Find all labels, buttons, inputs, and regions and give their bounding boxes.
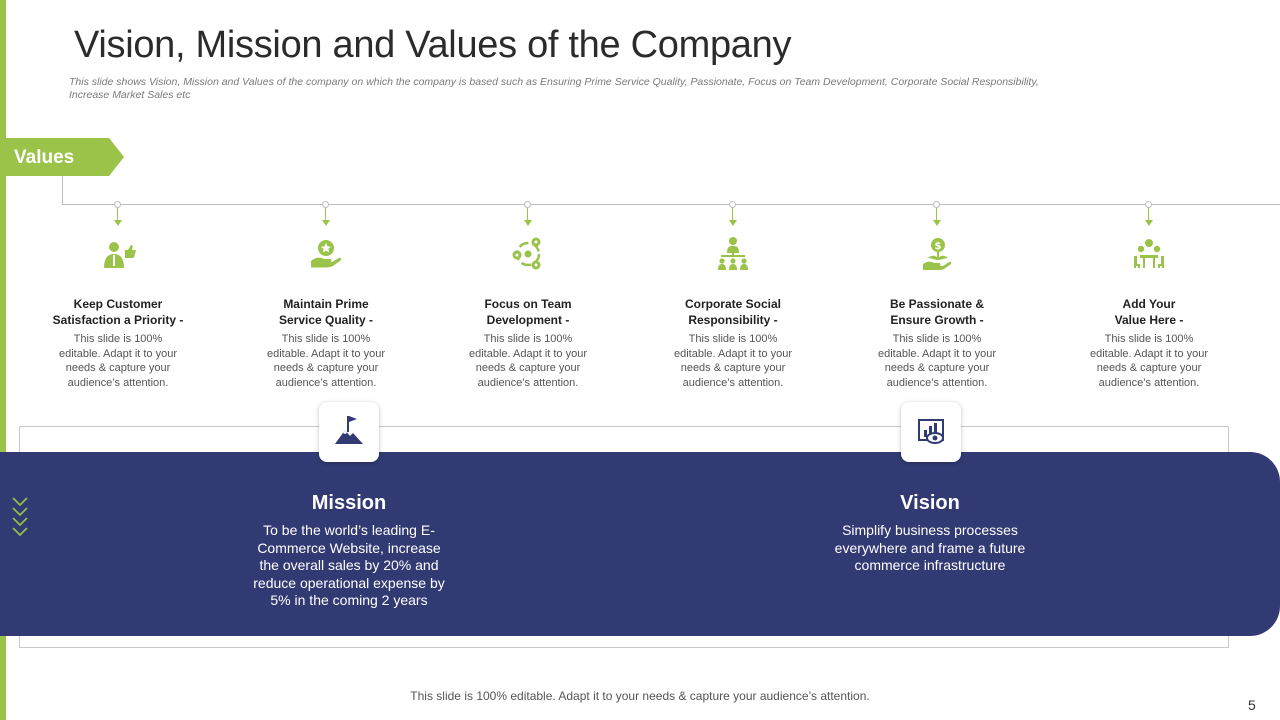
down-arrow-icon	[1145, 220, 1153, 226]
vision-text: Simplify business processes everywhere a…	[834, 522, 1026, 573]
timeline-stem	[325, 208, 326, 222]
value-title: Maintain Prime Service Quality -	[278, 297, 374, 327]
social-responsibility-icon	[718, 237, 748, 270]
value-description: This slide is 100% editable. Adapt it to…	[877, 333, 997, 389]
timeline-dot	[524, 201, 531, 208]
vision-board-icon	[918, 419, 944, 444]
footer-note: This slide is 100% editable. Adapt it to…	[410, 689, 870, 703]
chevron-down-decoration-icon	[12, 497, 28, 537]
timeline-dot	[114, 201, 121, 208]
mountain-flag-icon	[335, 416, 363, 444]
value-title: Be Passionate & Ensure Growth -	[889, 297, 985, 327]
timeline-dot	[729, 201, 736, 208]
timeline-stem	[936, 208, 937, 222]
value-title: Corporate Social Responsibility -	[684, 297, 782, 327]
connector-vertical	[62, 176, 63, 204]
service-quality-icon	[311, 240, 342, 268]
down-arrow-icon	[524, 220, 532, 226]
vision-title: Vision	[900, 492, 960, 514]
value-description: This slide is 100% editable. Adapt it to…	[58, 333, 178, 389]
timeline-stem	[732, 208, 733, 222]
meeting-icon	[1134, 239, 1164, 268]
timeline-dot	[322, 201, 329, 208]
slide-subtitle: This slide shows Vision, Mission and Val…	[69, 76, 1039, 101]
team-development-icon	[512, 237, 541, 270]
customer-satisfaction-icon	[104, 242, 136, 268]
down-arrow-icon	[114, 220, 122, 226]
timeline-stem	[527, 208, 528, 222]
svg-text:$: $	[935, 241, 942, 252]
vision-icon-tile	[901, 402, 961, 462]
down-arrow-icon	[933, 220, 941, 226]
value-description: This slide is 100% editable. Adapt it to…	[1089, 333, 1209, 389]
slide-title: Vision, Mission and Values of the Compan…	[74, 24, 792, 66]
connector-horizontal	[62, 204, 1280, 205]
page-number: 5	[1248, 697, 1256, 713]
value-title: Focus on Team Development -	[484, 297, 572, 327]
mission-vision-band	[0, 452, 1280, 636]
down-arrow-icon	[322, 220, 330, 226]
growth-icon: $	[923, 238, 952, 270]
values-tag-label: Values	[14, 147, 75, 168]
down-arrow-icon	[729, 220, 737, 226]
timeline-stem	[1148, 208, 1149, 222]
value-description: This slide is 100% editable. Adapt it to…	[468, 333, 588, 389]
timeline-dot	[933, 201, 940, 208]
left-accent-bar	[0, 0, 6, 720]
value-title: Add Your Value Here -	[1114, 297, 1184, 327]
value-title: Keep Customer Satisfaction a Priority -	[52, 297, 184, 327]
value-description: This slide is 100% editable. Adapt it to…	[673, 333, 793, 389]
timeline-stem	[117, 208, 118, 222]
mission-title: Mission	[311, 492, 387, 514]
values-tag: Values	[0, 138, 124, 176]
value-description: This slide is 100% editable. Adapt it to…	[266, 333, 386, 389]
mission-icon-tile	[319, 402, 379, 462]
timeline-dot	[1145, 201, 1152, 208]
mission-text: To be the world’s leading E-Commerce Web…	[253, 522, 445, 608]
